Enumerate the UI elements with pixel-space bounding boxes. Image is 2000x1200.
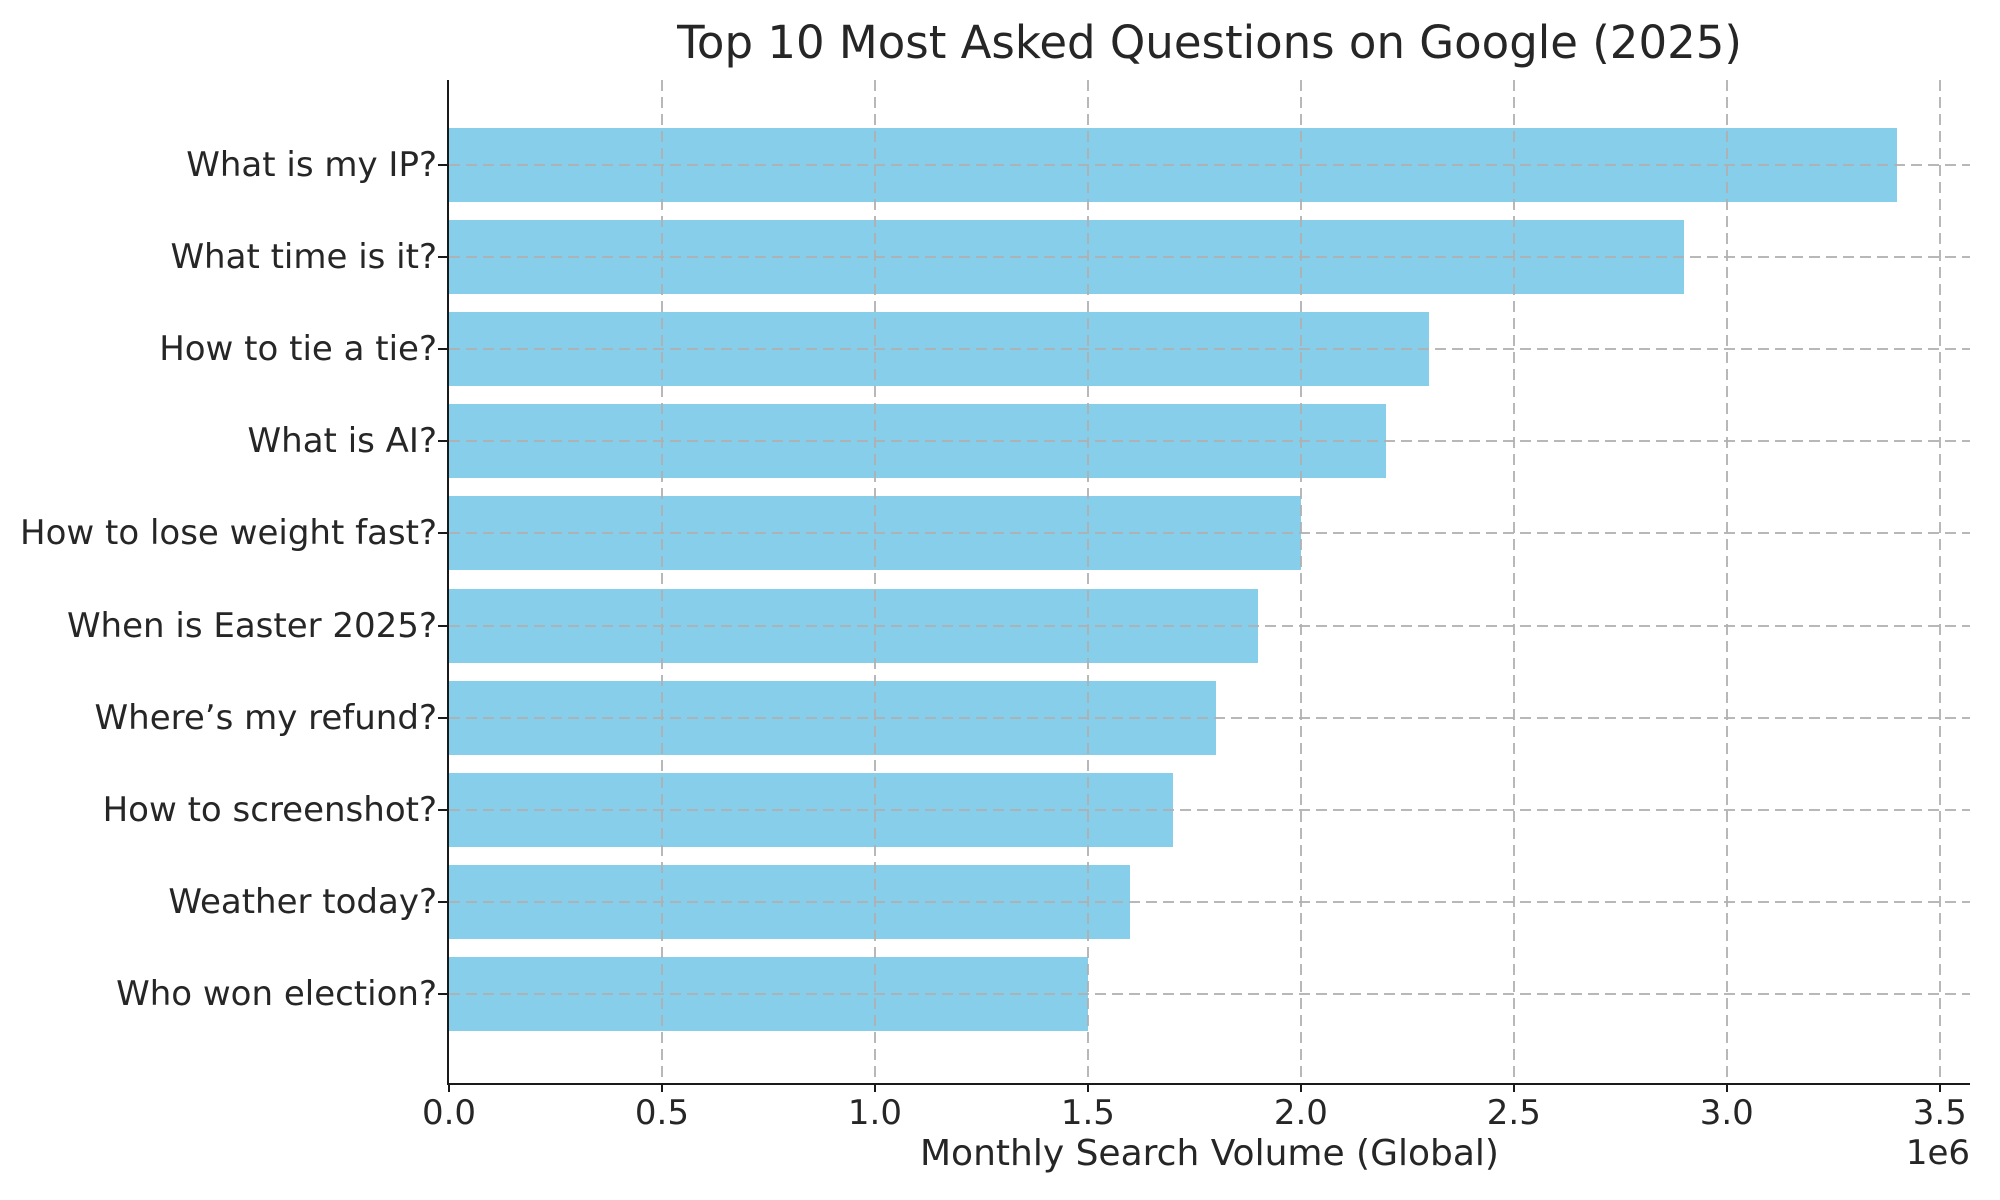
x-tick-mark bbox=[1299, 1083, 1302, 1092]
x-tick-label: 1.5 bbox=[1060, 1093, 1115, 1133]
gridline-vertical bbox=[1938, 80, 1941, 1083]
y-tick-mark bbox=[438, 808, 447, 811]
gridline-horizontal bbox=[449, 716, 1970, 719]
x-axis-label: Monthly Search Volume (Global) bbox=[920, 1133, 1499, 1174]
x-axis-offset-label: 1e6 bbox=[1905, 1133, 1970, 1173]
y-tick-mark bbox=[438, 900, 447, 903]
y-tick-label: What is AI? bbox=[247, 421, 437, 462]
gridline-vertical bbox=[660, 80, 663, 1083]
x-tick-mark bbox=[448, 1083, 450, 1092]
y-tick-mark bbox=[438, 256, 447, 259]
y-tick-mark bbox=[438, 992, 447, 995]
x-tick-mark bbox=[660, 1083, 663, 1092]
gridline-horizontal bbox=[449, 900, 1970, 903]
gridline-vertical bbox=[1725, 80, 1728, 1083]
x-tick-label: 3.5 bbox=[1912, 1093, 1967, 1133]
y-tick-mark bbox=[438, 716, 447, 719]
x-tick-label: 3.0 bbox=[1699, 1093, 1754, 1133]
x-tick-label: 2.0 bbox=[1273, 1093, 1328, 1133]
y-tick-label: When is Easter 2025? bbox=[66, 605, 437, 646]
y-tick-label: What is my IP? bbox=[186, 145, 437, 185]
x-tick-mark bbox=[873, 1083, 876, 1092]
y-tick-label: What time is it? bbox=[170, 237, 437, 278]
gridline-horizontal bbox=[449, 164, 1970, 166]
y-tick-label: Who won election? bbox=[116, 973, 437, 1014]
plot-area bbox=[447, 80, 1970, 1085]
y-tick-label: Where’s my refund? bbox=[94, 697, 437, 738]
gridline-horizontal bbox=[449, 532, 1970, 535]
y-axis-spine bbox=[447, 80, 449, 1083]
gridline-horizontal bbox=[449, 256, 1970, 259]
x-tick-mark bbox=[1086, 1083, 1089, 1092]
chart-title: Top 10 Most Asked Questions on Google (2… bbox=[677, 16, 1742, 69]
y-tick-label: How to lose weight fast? bbox=[20, 513, 437, 554]
x-tick-label: 0.5 bbox=[634, 1093, 689, 1133]
y-tick-label: Weather today? bbox=[168, 881, 437, 922]
y-tick-mark bbox=[438, 532, 447, 535]
x-tick-label: 2.5 bbox=[1486, 1093, 1541, 1133]
gridline-horizontal bbox=[449, 440, 1970, 443]
y-tick-mark bbox=[438, 624, 447, 627]
gridline-vertical bbox=[1299, 80, 1302, 1083]
x-tick-mark bbox=[1512, 1083, 1515, 1092]
gridline-vertical bbox=[1512, 80, 1515, 1083]
x-axis-spine bbox=[447, 1083, 1970, 1085]
x-tick-mark bbox=[1725, 1083, 1728, 1092]
x-tick-mark bbox=[1938, 1083, 1941, 1092]
x-tick-label: 0.0 bbox=[421, 1093, 477, 1133]
gridline-vertical bbox=[873, 80, 876, 1083]
gridline-vertical bbox=[1086, 80, 1089, 1083]
gridline-horizontal bbox=[449, 624, 1970, 627]
y-tick-mark bbox=[438, 164, 447, 166]
gridline-horizontal bbox=[449, 992, 1970, 995]
x-tick-label: 1.0 bbox=[847, 1093, 902, 1133]
gridline-horizontal bbox=[449, 808, 1970, 811]
gridline-horizontal bbox=[449, 348, 1970, 351]
y-tick-label: How to screenshot? bbox=[102, 789, 437, 830]
y-tick-mark bbox=[438, 440, 447, 443]
y-tick-label: How to tie a tie? bbox=[159, 329, 437, 370]
y-tick-mark bbox=[438, 348, 447, 351]
